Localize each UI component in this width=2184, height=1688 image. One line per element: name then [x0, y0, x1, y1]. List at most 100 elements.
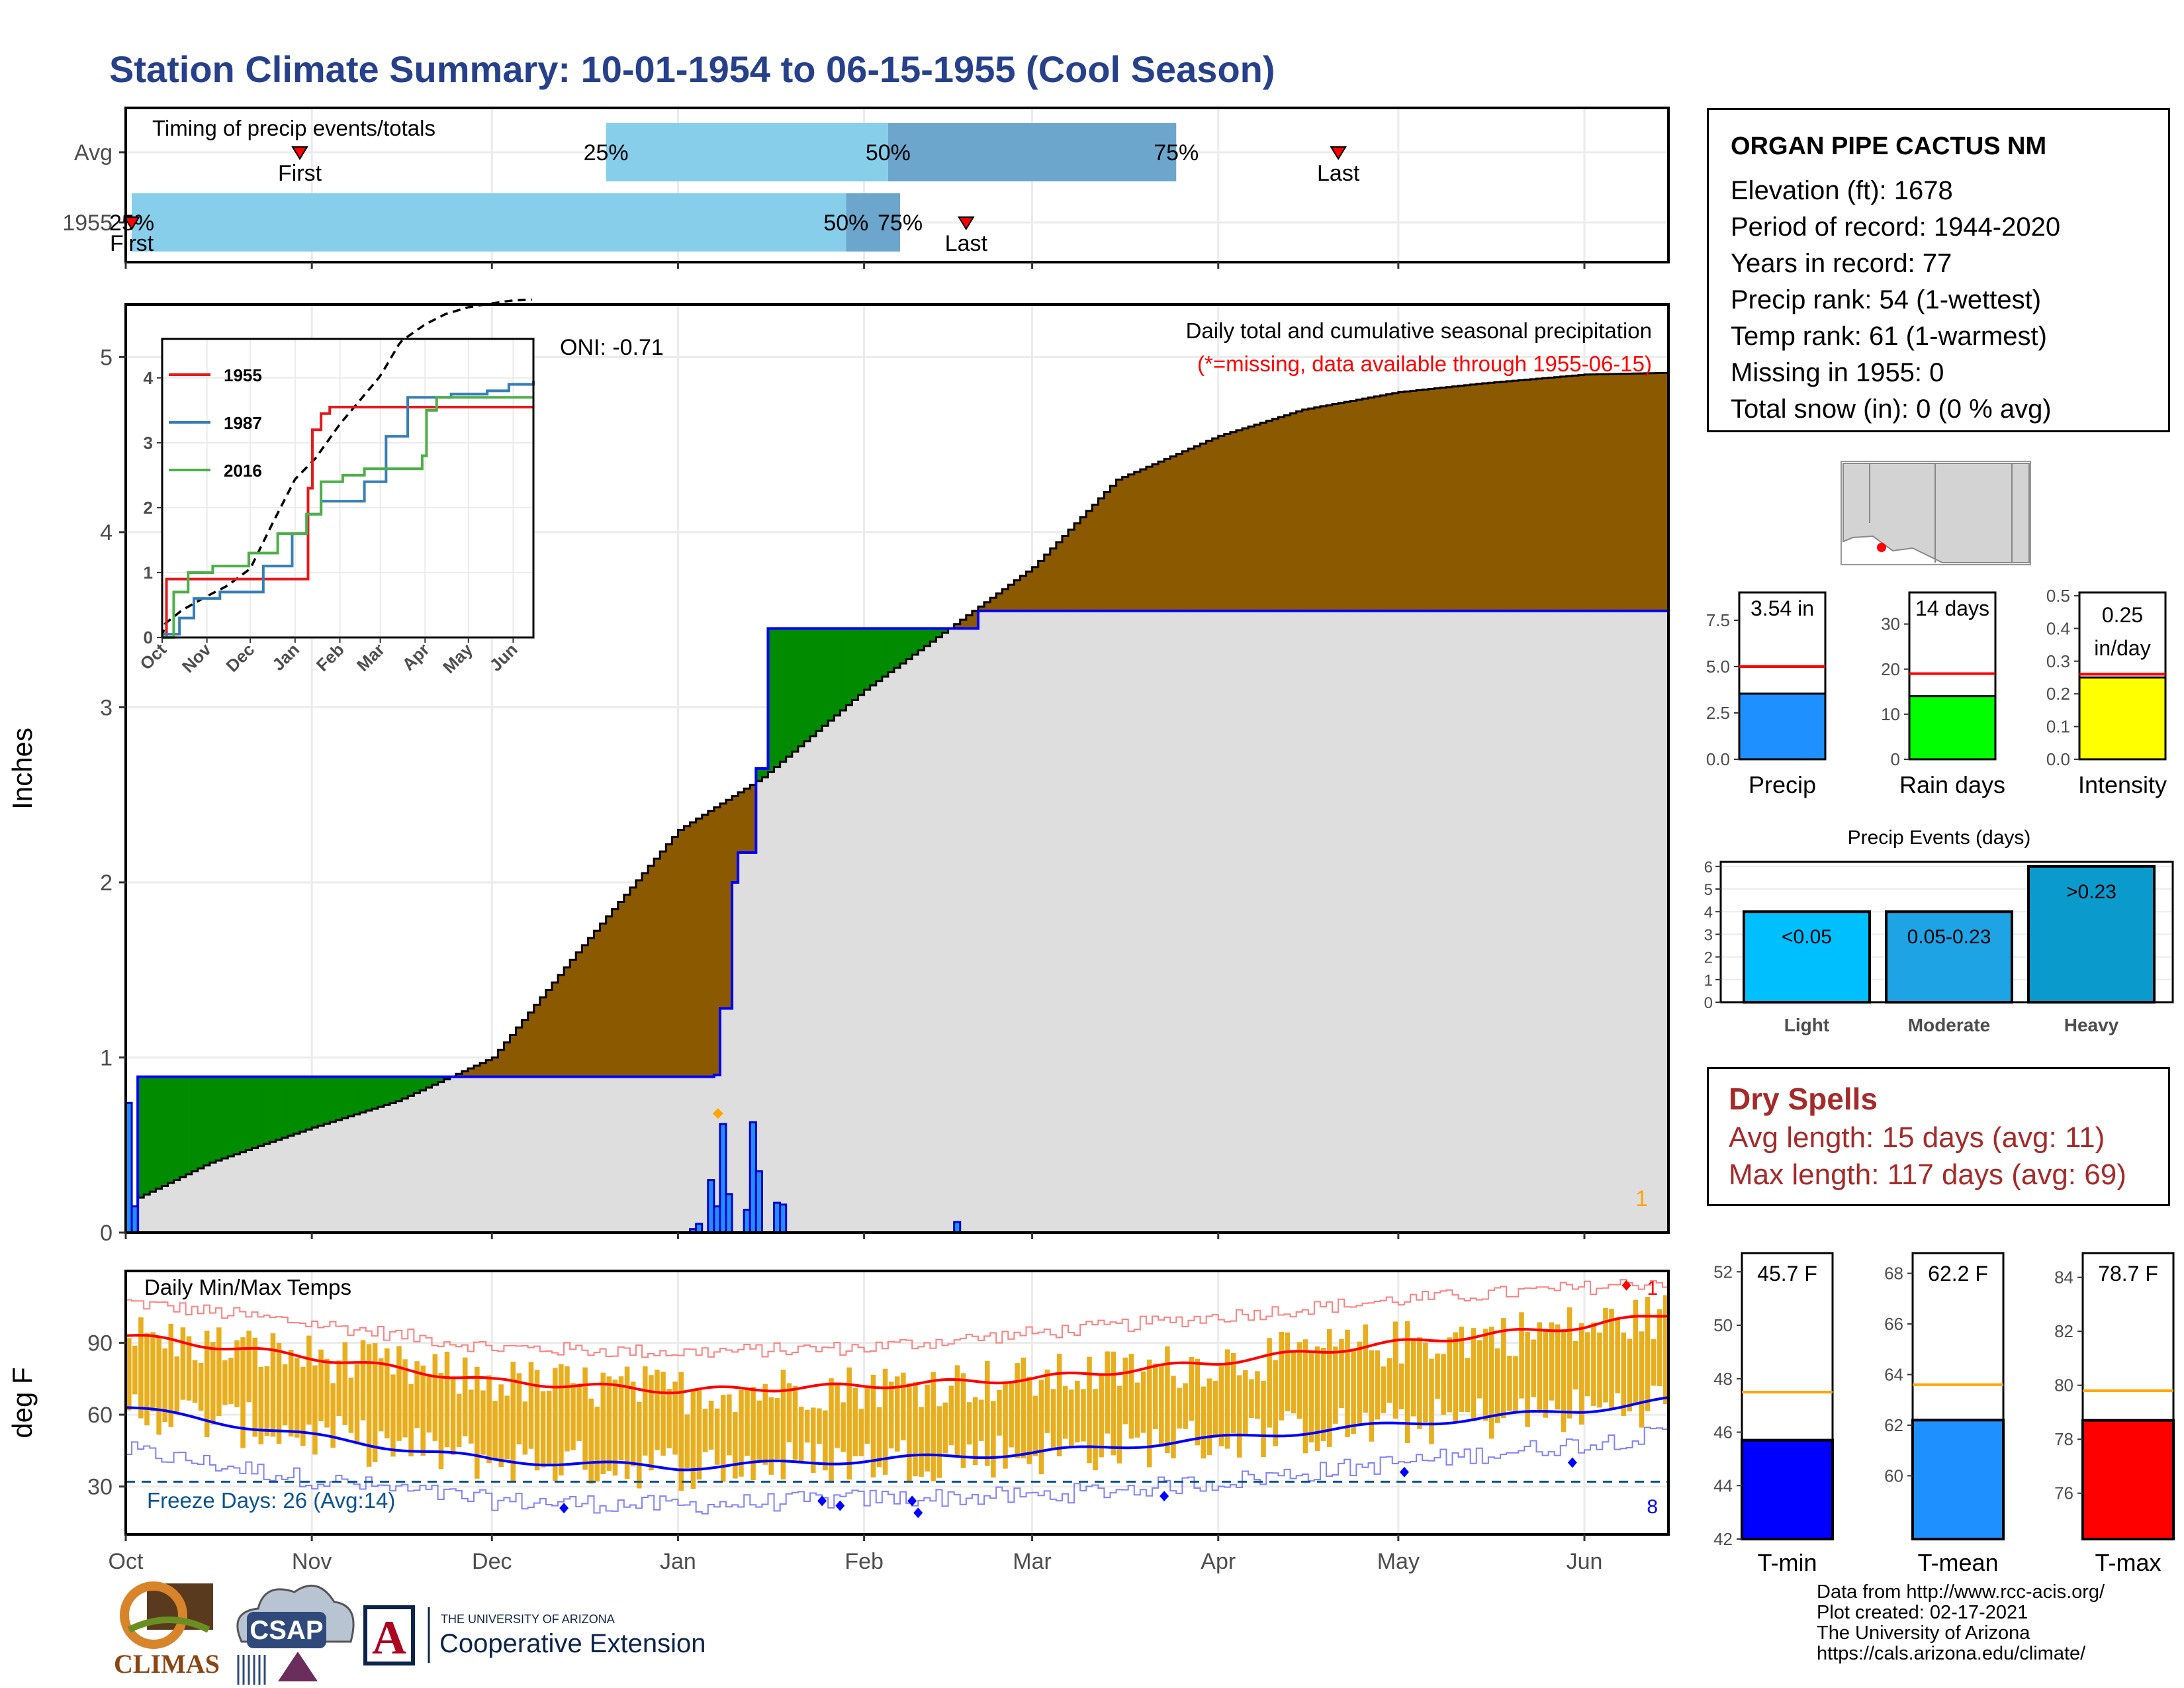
below-fill	[527, 1076, 535, 1233]
deficit-fill	[1650, 373, 1657, 611]
surplus-fill	[786, 628, 793, 757]
surplus-fill	[918, 628, 925, 651]
surplus-fill	[858, 628, 865, 695]
below-fill	[678, 1076, 685, 1233]
below-fill	[1656, 610, 1663, 1233]
daily-temp-bar	[1255, 1371, 1260, 1419]
below-fill	[461, 1076, 469, 1233]
avg-min-line	[125, 1396, 1669, 1472]
deficit-fill	[1404, 391, 1411, 611]
below-fill	[1566, 610, 1573, 1233]
deficit-fill	[1074, 523, 1081, 611]
daily-temp-bar	[876, 1407, 882, 1468]
daily-temp-bar	[1507, 1356, 1512, 1411]
below-fill	[516, 1076, 523, 1233]
daily-temp-bar	[258, 1366, 264, 1444]
temp-summary-fill	[1911, 1419, 2005, 1541]
last-event-marker	[1330, 146, 1347, 160]
deficit-fill	[1254, 424, 1261, 611]
below-fill	[954, 628, 961, 1233]
daily-temp-bar	[1075, 1380, 1080, 1442]
surplus-fill	[336, 1076, 343, 1120]
below-fill	[312, 1127, 318, 1233]
deficit-fill	[1062, 536, 1069, 611]
below-fill	[684, 1076, 691, 1233]
month-label: Jun	[1567, 1549, 1603, 1574]
daily-temp-bar	[882, 1368, 888, 1475]
deficit-fill	[594, 931, 601, 1077]
deficit-fill	[576, 952, 582, 1077]
deficit-fill	[1572, 375, 1579, 611]
surplus-fill	[426, 1076, 433, 1088]
daily-temp-bar	[360, 1340, 366, 1421]
deficit-fill	[588, 937, 595, 1077]
below-fill	[719, 1008, 727, 1233]
daily-temp-bar	[858, 1409, 864, 1456]
csap-mountain	[278, 1652, 318, 1681]
below-fill	[900, 663, 907, 1233]
deficit-fill	[672, 837, 679, 1077]
surplus-fill	[173, 1076, 181, 1180]
dry-spells-box: Dry Spells Avg length: 15 days (avg: 11)…	[1707, 1067, 2170, 1206]
daily-temp-bar	[138, 1317, 144, 1419]
surplus-fill	[161, 1076, 169, 1186]
below-fill	[1560, 610, 1567, 1233]
deficit-fill	[1020, 576, 1027, 611]
deficit-fill	[1032, 567, 1039, 611]
below-fill	[443, 1079, 451, 1233]
daily-temp-bar	[1291, 1350, 1297, 1414]
temp-summary-tick-label: 50	[1713, 1315, 1733, 1335]
surplus-fill	[222, 1076, 228, 1158]
daily-temp-bar	[1087, 1356, 1092, 1464]
surplus-fill	[756, 769, 763, 781]
deficit-fill	[1230, 432, 1237, 611]
daily-temp-bar	[1482, 1329, 1488, 1421]
deficit-fill	[1080, 517, 1087, 611]
temp-summary-tick-label: 64	[1884, 1365, 1903, 1385]
timing-p50-label: 50%	[866, 140, 911, 165]
daily-temp-bar	[1429, 1358, 1434, 1444]
daily-temp-bar	[475, 1366, 480, 1479]
daily-temp-bar	[1392, 1321, 1398, 1419]
deficit-fill	[1200, 444, 1207, 611]
daily-temp-bar	[913, 1382, 918, 1477]
daily-temp-bar	[1279, 1331, 1285, 1421]
daily-temp-bar	[1093, 1389, 1098, 1471]
daily-temp-bar	[1165, 1346, 1170, 1454]
daily-temp-bar	[1183, 1383, 1188, 1429]
below-fill	[545, 1076, 553, 1233]
surplus-fill	[876, 628, 883, 681]
inset-y-label: 1	[144, 563, 153, 583]
timing-bar-50-75	[887, 123, 1177, 181]
deficit-fill	[1638, 373, 1645, 611]
below-fill	[936, 637, 943, 1233]
below-fill	[1512, 610, 1519, 1233]
deficit-fill	[1470, 384, 1477, 611]
daily-temp-bar	[1567, 1307, 1572, 1419]
below-fill	[1410, 610, 1417, 1233]
deficit-fill	[1152, 464, 1159, 611]
below-fill	[1536, 610, 1543, 1233]
daily-temp-bar	[1081, 1389, 1086, 1442]
below-fill	[1374, 610, 1381, 1233]
below-fill	[1188, 610, 1195, 1233]
deficit-fill	[623, 894, 631, 1077]
below-fill	[1488, 610, 1495, 1233]
surplus-fill	[179, 1076, 187, 1178]
below-fill	[371, 1108, 379, 1233]
below-fill	[1398, 610, 1405, 1233]
daily-temp-bar	[1459, 1327, 1465, 1412]
below-fill	[906, 659, 913, 1233]
daily-temp-bar	[534, 1370, 540, 1471]
daily-temp-bar	[1009, 1383, 1014, 1448]
temp-y-label: 90	[87, 1331, 113, 1356]
deficit-fill	[1236, 430, 1243, 611]
summary-bar-value: 14 days	[1915, 596, 1989, 620]
summary-bar-tick-label: 0.5	[2046, 586, 2070, 606]
min-missing-count: 8	[1647, 1496, 1658, 1518]
below-fill	[792, 751, 799, 1233]
below-fill	[1296, 610, 1303, 1233]
daily-temp-bar	[756, 1400, 762, 1460]
deficit-fill	[527, 1012, 535, 1077]
daily-temp-bar	[126, 1338, 132, 1411]
